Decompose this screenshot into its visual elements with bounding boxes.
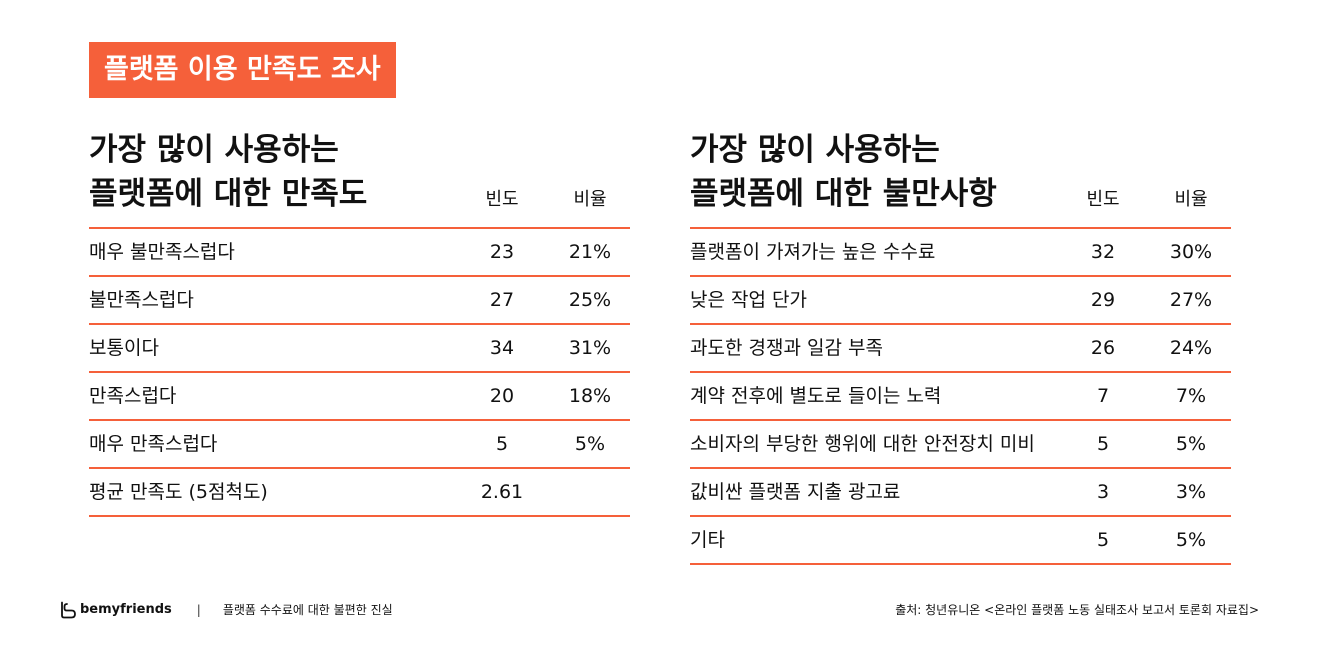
row-label: 평균 만족도 (5점척도)	[89, 481, 268, 503]
row-ratio: 3%	[1175, 481, 1207, 503]
heading-line-1: 가장 많이 사용하는	[89, 132, 339, 168]
table-row: 낮은 작업 단가 29 27%	[690, 277, 1231, 325]
table-heading: 가장 많이 사용하는 플랫폼에 대한 불만사항	[690, 128, 997, 216]
row-label: 만족스럽다	[89, 385, 177, 407]
row-frequency: 23	[489, 241, 515, 263]
column-header-frequency: 빈도	[1086, 189, 1120, 210]
table-row: 계약 전후에 별도로 들이는 노력 7 7%	[690, 373, 1231, 421]
footer-subtitle: 플랫폼 수수료에 대한 불편한 진실	[222, 603, 393, 617]
table-row: 값비싼 플랫폼 지출 광고료 3 3%	[690, 469, 1231, 517]
row-frequency: 27	[489, 289, 515, 311]
row-frequency: 34	[489, 337, 515, 359]
row-frequency: 5	[495, 433, 509, 455]
footer-left: bemyfriends | 플랫폼 수수료에 대한 불편한 진실	[59, 600, 393, 620]
column-header-ratio: 비율	[1174, 189, 1208, 210]
table-row: 기타 5 5%	[690, 517, 1231, 565]
table-row: 매우 불만족스럽다 23 21%	[89, 229, 630, 277]
row-ratio: 25%	[568, 289, 612, 311]
table-row-average: 평균 만족도 (5점척도) 2.61	[89, 469, 630, 517]
brand-name: bemyfriends	[80, 602, 172, 617]
row-label: 계약 전후에 별도로 들이는 노력	[690, 385, 942, 407]
heading-line-2: 플랫폼에 대한 불만사항	[690, 176, 997, 212]
row-label: 매우 만족스럽다	[89, 433, 218, 455]
row-label: 값비싼 플랫폼 지출 광고료	[690, 481, 901, 503]
column-header-frequency: 빈도	[485, 189, 519, 210]
row-ratio: 21%	[568, 241, 612, 263]
row-frequency: 5	[1096, 529, 1110, 551]
table-row: 소비자의 부당한 행위에 대한 안전장치 미비 5 5%	[690, 421, 1231, 469]
row-frequency: 5	[1096, 433, 1110, 455]
column-header-ratio: 비율	[573, 189, 607, 210]
table-header: 가장 많이 사용하는 플랫폼에 대한 불만사항 빈도 비율	[690, 128, 1231, 227]
satisfaction-table: 가장 많이 사용하는 플랫폼에 대한 만족도 빈도 비율 매우 불만족스럽다 2…	[89, 128, 630, 517]
table-row: 보통이다 34 31%	[89, 325, 630, 373]
heading-line-2: 플랫폼에 대한 만족도	[89, 176, 368, 212]
row-label: 소비자의 부당한 행위에 대한 안전장치 미비	[690, 433, 1035, 455]
row-ratio: 7%	[1175, 385, 1207, 407]
row-ratio: 31%	[568, 337, 612, 359]
table-row: 과도한 경쟁과 일감 부족 26 24%	[690, 325, 1231, 373]
table-body: 매우 불만족스럽다 23 21% 불만족스럽다 27 25% 보통이다 34 3…	[89, 227, 630, 517]
table-heading: 가장 많이 사용하는 플랫폼에 대한 만족도	[89, 128, 367, 216]
row-frequency: 3	[1096, 481, 1110, 503]
row-label: 낮은 작업 단가	[690, 289, 807, 311]
row-label: 보통이다	[89, 337, 159, 359]
row-ratio: 5%	[574, 433, 606, 455]
row-frequency: 32	[1090, 241, 1116, 263]
source-citation: 출처: 청년유니온 <온라인 플랫폼 노동 실태조사 보고서 토론회 자료집>	[895, 603, 1259, 617]
row-ratio: 30%	[1169, 241, 1213, 263]
row-frequency: 29	[1090, 289, 1116, 311]
row-ratio: 27%	[1169, 289, 1213, 311]
table-row: 불만족스럽다 27 25%	[89, 277, 630, 325]
row-ratio: 24%	[1169, 337, 1213, 359]
table-row: 플랫폼이 가져가는 높은 수수료 32 30%	[690, 229, 1231, 277]
row-ratio: 5%	[1175, 433, 1207, 455]
row-frequency: 20	[489, 385, 515, 407]
footer-separator: |	[196, 603, 201, 617]
row-ratio: 18%	[568, 385, 612, 407]
bemyfriends-logo-icon	[59, 601, 77, 619]
row-frequency: 2.61	[480, 481, 524, 503]
complaints-table: 가장 많이 사용하는 플랫폼에 대한 불만사항 빈도 비율 플랫폼이 가져가는 …	[690, 128, 1231, 565]
row-frequency: 7	[1096, 385, 1110, 407]
row-label: 매우 불만족스럽다	[89, 241, 235, 263]
row-label: 불만족스럽다	[89, 289, 194, 311]
table-row: 매우 만족스럽다 5 5%	[89, 421, 630, 469]
table-body: 플랫폼이 가져가는 높은 수수료 32 30% 낮은 작업 단가 29 27% …	[690, 227, 1231, 565]
table-row: 만족스럽다 20 18%	[89, 373, 630, 421]
row-label: 플랫폼이 가져가는 높은 수수료	[690, 241, 936, 263]
row-frequency: 26	[1090, 337, 1116, 359]
page-title: 플랫폼 이용 만족도 조사	[89, 42, 396, 98]
row-label: 과도한 경쟁과 일감 부족	[690, 337, 883, 359]
row-label: 기타	[690, 529, 725, 551]
row-ratio: 5%	[1175, 529, 1207, 551]
table-header: 가장 많이 사용하는 플랫폼에 대한 만족도 빈도 비율	[89, 128, 630, 227]
heading-line-1: 가장 많이 사용하는	[690, 132, 940, 168]
